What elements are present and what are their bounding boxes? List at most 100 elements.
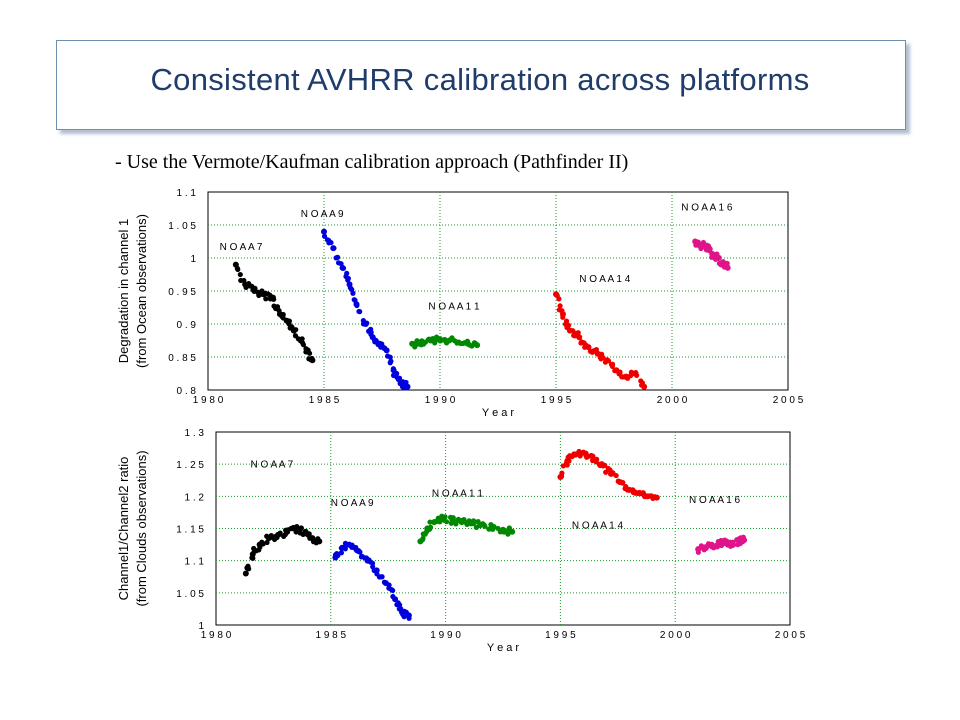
data-point-fill [386, 582, 392, 588]
x-tick-label: 2 0 0 5 [775, 630, 806, 641]
data-point-fill [602, 462, 608, 468]
series-label: N O A A 1 6 [689, 495, 741, 506]
series-label: N O A A 1 1 [432, 488, 484, 499]
x-axis-label: Y e a r [482, 407, 515, 419]
data-point-fill [420, 535, 426, 541]
data-point-fill [299, 336, 305, 342]
data-point-fill [617, 369, 623, 375]
data-point-fill [293, 327, 299, 333]
data-point-fill [613, 472, 619, 479]
slide-title: Consistent AVHRR calibration across plat… [150, 62, 810, 97]
data-point-fill [357, 309, 363, 315]
data-point-fill [245, 563, 251, 569]
data-point-fill [271, 296, 277, 302]
data-point [404, 383, 411, 390]
data-point-fill [351, 297, 357, 303]
data-point-fill [695, 549, 701, 555]
title-box [56, 40, 906, 130]
data-point-fill [340, 265, 347, 271]
x-tick-label: 2 0 0 0 [657, 395, 688, 406]
y-tick-label: 1 . 1 [185, 557, 205, 568]
data-point-fill [237, 271, 243, 278]
data-point-fill [298, 525, 304, 531]
series-label: N O A A 1 4 [572, 521, 624, 532]
data-point-fill [605, 358, 612, 364]
data-point-fill [344, 270, 350, 276]
y-axis-label: (from Ocean observations) [134, 214, 149, 368]
x-tick-label: 2 0 0 0 [660, 630, 691, 641]
data-point-fill [335, 552, 341, 559]
series-noaa-7: N O A A 7 [242, 459, 323, 577]
data-point-fill [720, 259, 726, 265]
data-point-fill [342, 546, 348, 552]
data-point [242, 570, 249, 577]
data-point [309, 357, 316, 364]
data-point-fill [427, 519, 433, 525]
data-point-fill [627, 373, 634, 379]
y-tick-label: 1 . 3 [185, 428, 205, 439]
data-point-fill [482, 523, 488, 529]
data-point-fill [620, 480, 626, 486]
chart-panel-1: 1 9 8 0 1 9 8 5 1 9 9 0 1 9 9 5 2 0 0 0 2 0 0… [116, 188, 804, 419]
data-point-fill [600, 354, 606, 361]
data-point-fill [260, 541, 266, 547]
data-point-fill [345, 275, 351, 282]
data-point-fill [331, 245, 337, 251]
data-point-fill [294, 523, 300, 530]
data-point-fill [263, 296, 269, 302]
data-point-fill [427, 524, 434, 530]
data-point [509, 528, 516, 535]
data-point-fill [559, 470, 565, 476]
data-point-fill [707, 246, 713, 252]
x-tick-label: 2 0 0 5 [773, 395, 804, 406]
data-point-fill [432, 339, 438, 345]
x-axis-label: Y e a r [487, 642, 520, 654]
data-point [724, 264, 731, 271]
data-point-fill [321, 233, 328, 239]
series-label: N O A A 7 [220, 242, 263, 253]
data-point [641, 383, 648, 390]
data-point-fill [557, 303, 563, 309]
series-label: N O A A 1 6 [681, 202, 733, 213]
data-point-fill [357, 549, 363, 555]
data-point [474, 342, 481, 349]
series-noaa-16: N O A A 1 6 [689, 495, 748, 555]
data-point-fill [560, 314, 566, 320]
data-point-fill [300, 342, 307, 348]
slide-subtitle: - Use the Vermote/Kaufman calibration ap… [115, 151, 629, 173]
y-tick-label: 1 . 1 5 [176, 525, 204, 536]
y-tick-label: 0 . 9 5 [168, 287, 196, 298]
data-point [383, 347, 390, 354]
y-tick-label: 1 . 0 5 [168, 221, 196, 232]
data-point-fill [414, 338, 420, 344]
data-point-fill [401, 614, 407, 620]
data-point-fill [566, 458, 572, 464]
x-tick-label: 1 9 8 0 [201, 630, 232, 641]
y-tick-label: 0 . 9 [177, 320, 197, 331]
data-point-fill [442, 514, 448, 520]
data-point-fill [364, 320, 370, 326]
data-point-fill [328, 239, 334, 246]
chart-panel-2: 1 9 8 0 1 9 8 5 1 9 9 0 1 9 9 5 2 0 0 0 2 0 0… [116, 428, 806, 654]
x-tick-label: 1 9 9 0 [425, 395, 456, 406]
x-tick-label: 1 9 8 0 [193, 395, 224, 406]
series-noaa-16: N O A A 1 6 [681, 202, 733, 271]
data-point-fill [350, 290, 356, 296]
data-point [585, 344, 592, 351]
series-noaa-7: N O A A 7 [220, 242, 316, 364]
x-tick-label: 1 9 8 5 [316, 630, 347, 641]
data-point-fill [255, 289, 261, 295]
data-point-fill [387, 360, 393, 366]
y-axis-label: Degradation in channel 1 [116, 219, 131, 364]
x-tick-label: 1 9 9 5 [545, 630, 576, 641]
x-tick-label: 1 9 8 5 [309, 395, 340, 406]
data-point-fill [354, 302, 360, 309]
data-point-fill [274, 304, 281, 310]
data-point [316, 538, 323, 545]
data-point-fill [387, 354, 393, 360]
data-point [653, 494, 660, 501]
data-point [405, 612, 412, 619]
y-tick-label: 1 . 1 [177, 188, 197, 199]
data-point-fill [306, 350, 313, 356]
data-point [321, 228, 327, 235]
